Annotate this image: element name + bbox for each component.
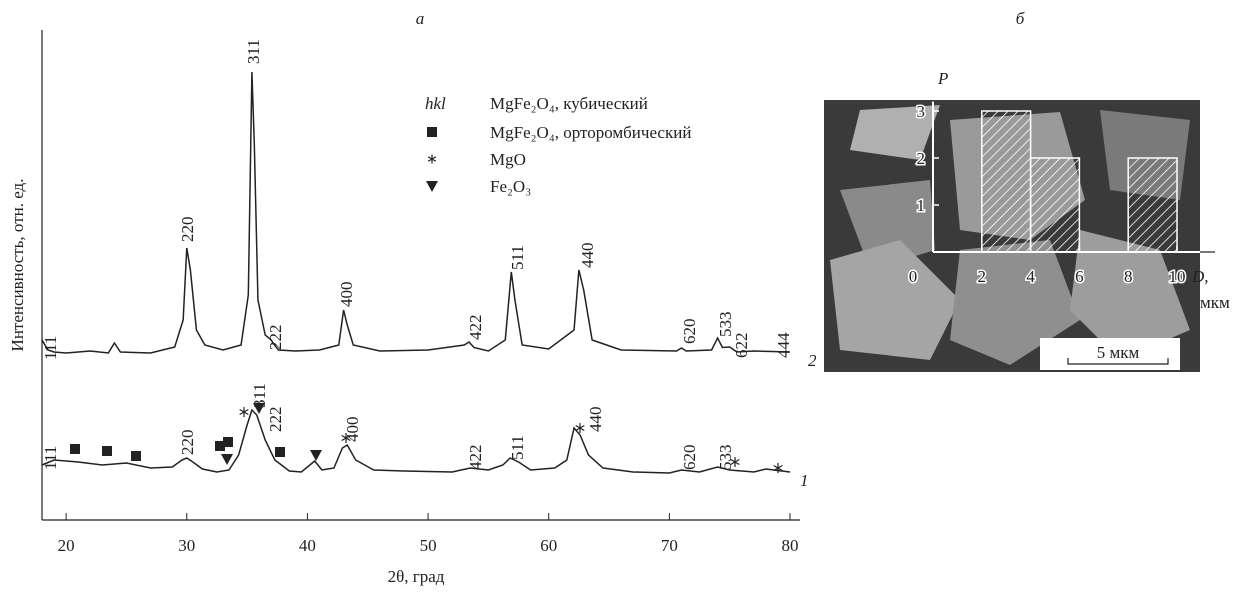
panel-label: б [1016,9,1025,28]
asterisk-marker [730,457,740,467]
legend-title: hkl [425,94,446,113]
hist-x-tick-label: 6 [1075,267,1084,286]
x-tick-label: 20 [58,536,75,555]
peak-label: 222 [266,325,285,351]
legend-entry: MgO [490,150,526,169]
peak-label: 220 [178,430,197,456]
y-axis-label: Интенсивность, отн. ед. [8,179,27,352]
scale-bar [1067,358,1169,365]
hist-x-tick-label: 10 [1169,267,1186,286]
peak-label: 220 [178,217,197,243]
square-marker [275,447,285,457]
hist-x-tick-label: 4 [1026,267,1035,286]
x-tick-label: 60 [540,536,557,555]
hist-y-label: P [937,69,948,88]
peak-label: 311 [250,383,269,408]
histogram-bar [1127,157,1178,253]
hist-y-tick-label: 2 [917,149,926,168]
square-marker [427,127,437,137]
x-tick-label: 30 [178,536,195,555]
histogram-bar [981,110,1032,253]
hist-x-unit: мкм [1200,293,1230,312]
peak-label: 620 [680,319,699,345]
peak-label: 422 [466,445,485,471]
x-tick-label: 40 [299,536,316,555]
peak-label: 620 [680,445,699,471]
asterisk-marker [239,407,249,417]
square-marker [102,446,112,456]
legend-entry: MgFe₂O₄, орторомбический [490,123,691,142]
legend-entry: MgFe₂O₄, кубический [490,94,648,113]
peak-label: 440 [586,407,605,433]
trace-label: 1 [800,471,809,490]
square-marker [70,444,80,454]
x-axis-label: 2θ, град [388,567,445,586]
peak-label: 511 [508,245,527,270]
peak-label: 440 [578,243,597,269]
triangle-marker [426,181,438,192]
peak-label: 511 [508,435,527,460]
asterisk-marker [341,433,351,443]
scale-bar-label: 5 мкм [1097,343,1140,362]
square-marker [131,451,141,461]
peak-label: 533 [716,445,735,471]
peak-label: 622 [732,333,751,359]
square-marker [215,441,225,451]
hist-y-tick-label: 1 [917,196,926,215]
peak-label: 222 [266,407,285,433]
asterisk-marker [773,463,783,473]
panel-label: а [416,9,425,28]
asterisk-marker [575,423,585,433]
hist-x-label: D, [1191,267,1209,286]
triangle-marker [310,450,322,461]
peak-label: 533 [716,312,735,338]
asterisk-marker [427,154,437,164]
hist-x-tick-label: 8 [1124,267,1133,286]
hist-x-tick-label: 0 [909,267,918,286]
x-tick-label: 70 [661,536,678,555]
peak-label: 311 [244,39,263,64]
legend-entry: Fe₂O₃ [490,177,531,196]
peak-label: 444 [774,332,793,358]
triangle-marker [253,403,265,414]
peak-label: 400 [343,417,362,443]
peak-label: 111 [41,446,60,470]
peak-label: 400 [337,282,356,308]
peak-label: 422 [466,315,485,341]
trace-label: 2 [808,351,817,370]
hist-y-tick-label: 3 [917,102,926,121]
x-tick-label: 50 [420,536,437,555]
xrd-trace [41,408,791,474]
histogram-bar [1029,157,1081,253]
xrd-trace [41,71,791,354]
x-tick-label: 80 [782,536,799,555]
hist-x-tick-label: 2 [978,267,987,286]
square-marker [223,437,233,447]
triangle-marker [221,454,233,465]
peak-label: 111 [41,336,60,360]
